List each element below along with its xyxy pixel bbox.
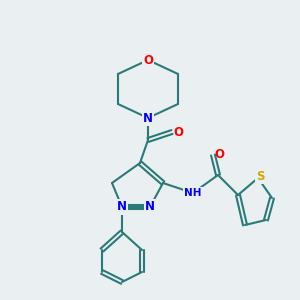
Text: N: N <box>143 112 153 124</box>
Text: O: O <box>173 125 183 139</box>
Text: NH: NH <box>184 188 202 198</box>
Text: S: S <box>256 169 264 182</box>
Text: N: N <box>145 200 155 214</box>
Text: O: O <box>214 148 224 161</box>
Text: O: O <box>143 53 153 67</box>
Text: N: N <box>117 200 127 214</box>
